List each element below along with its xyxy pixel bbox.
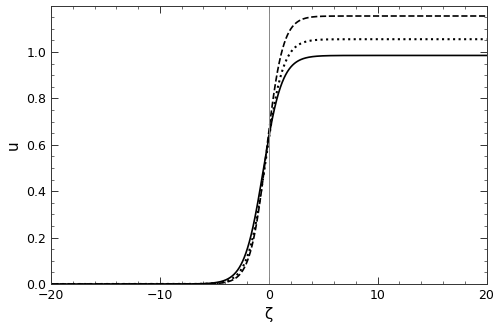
Y-axis label: u: u: [6, 140, 20, 150]
X-axis label: ζ: ζ: [264, 307, 273, 322]
